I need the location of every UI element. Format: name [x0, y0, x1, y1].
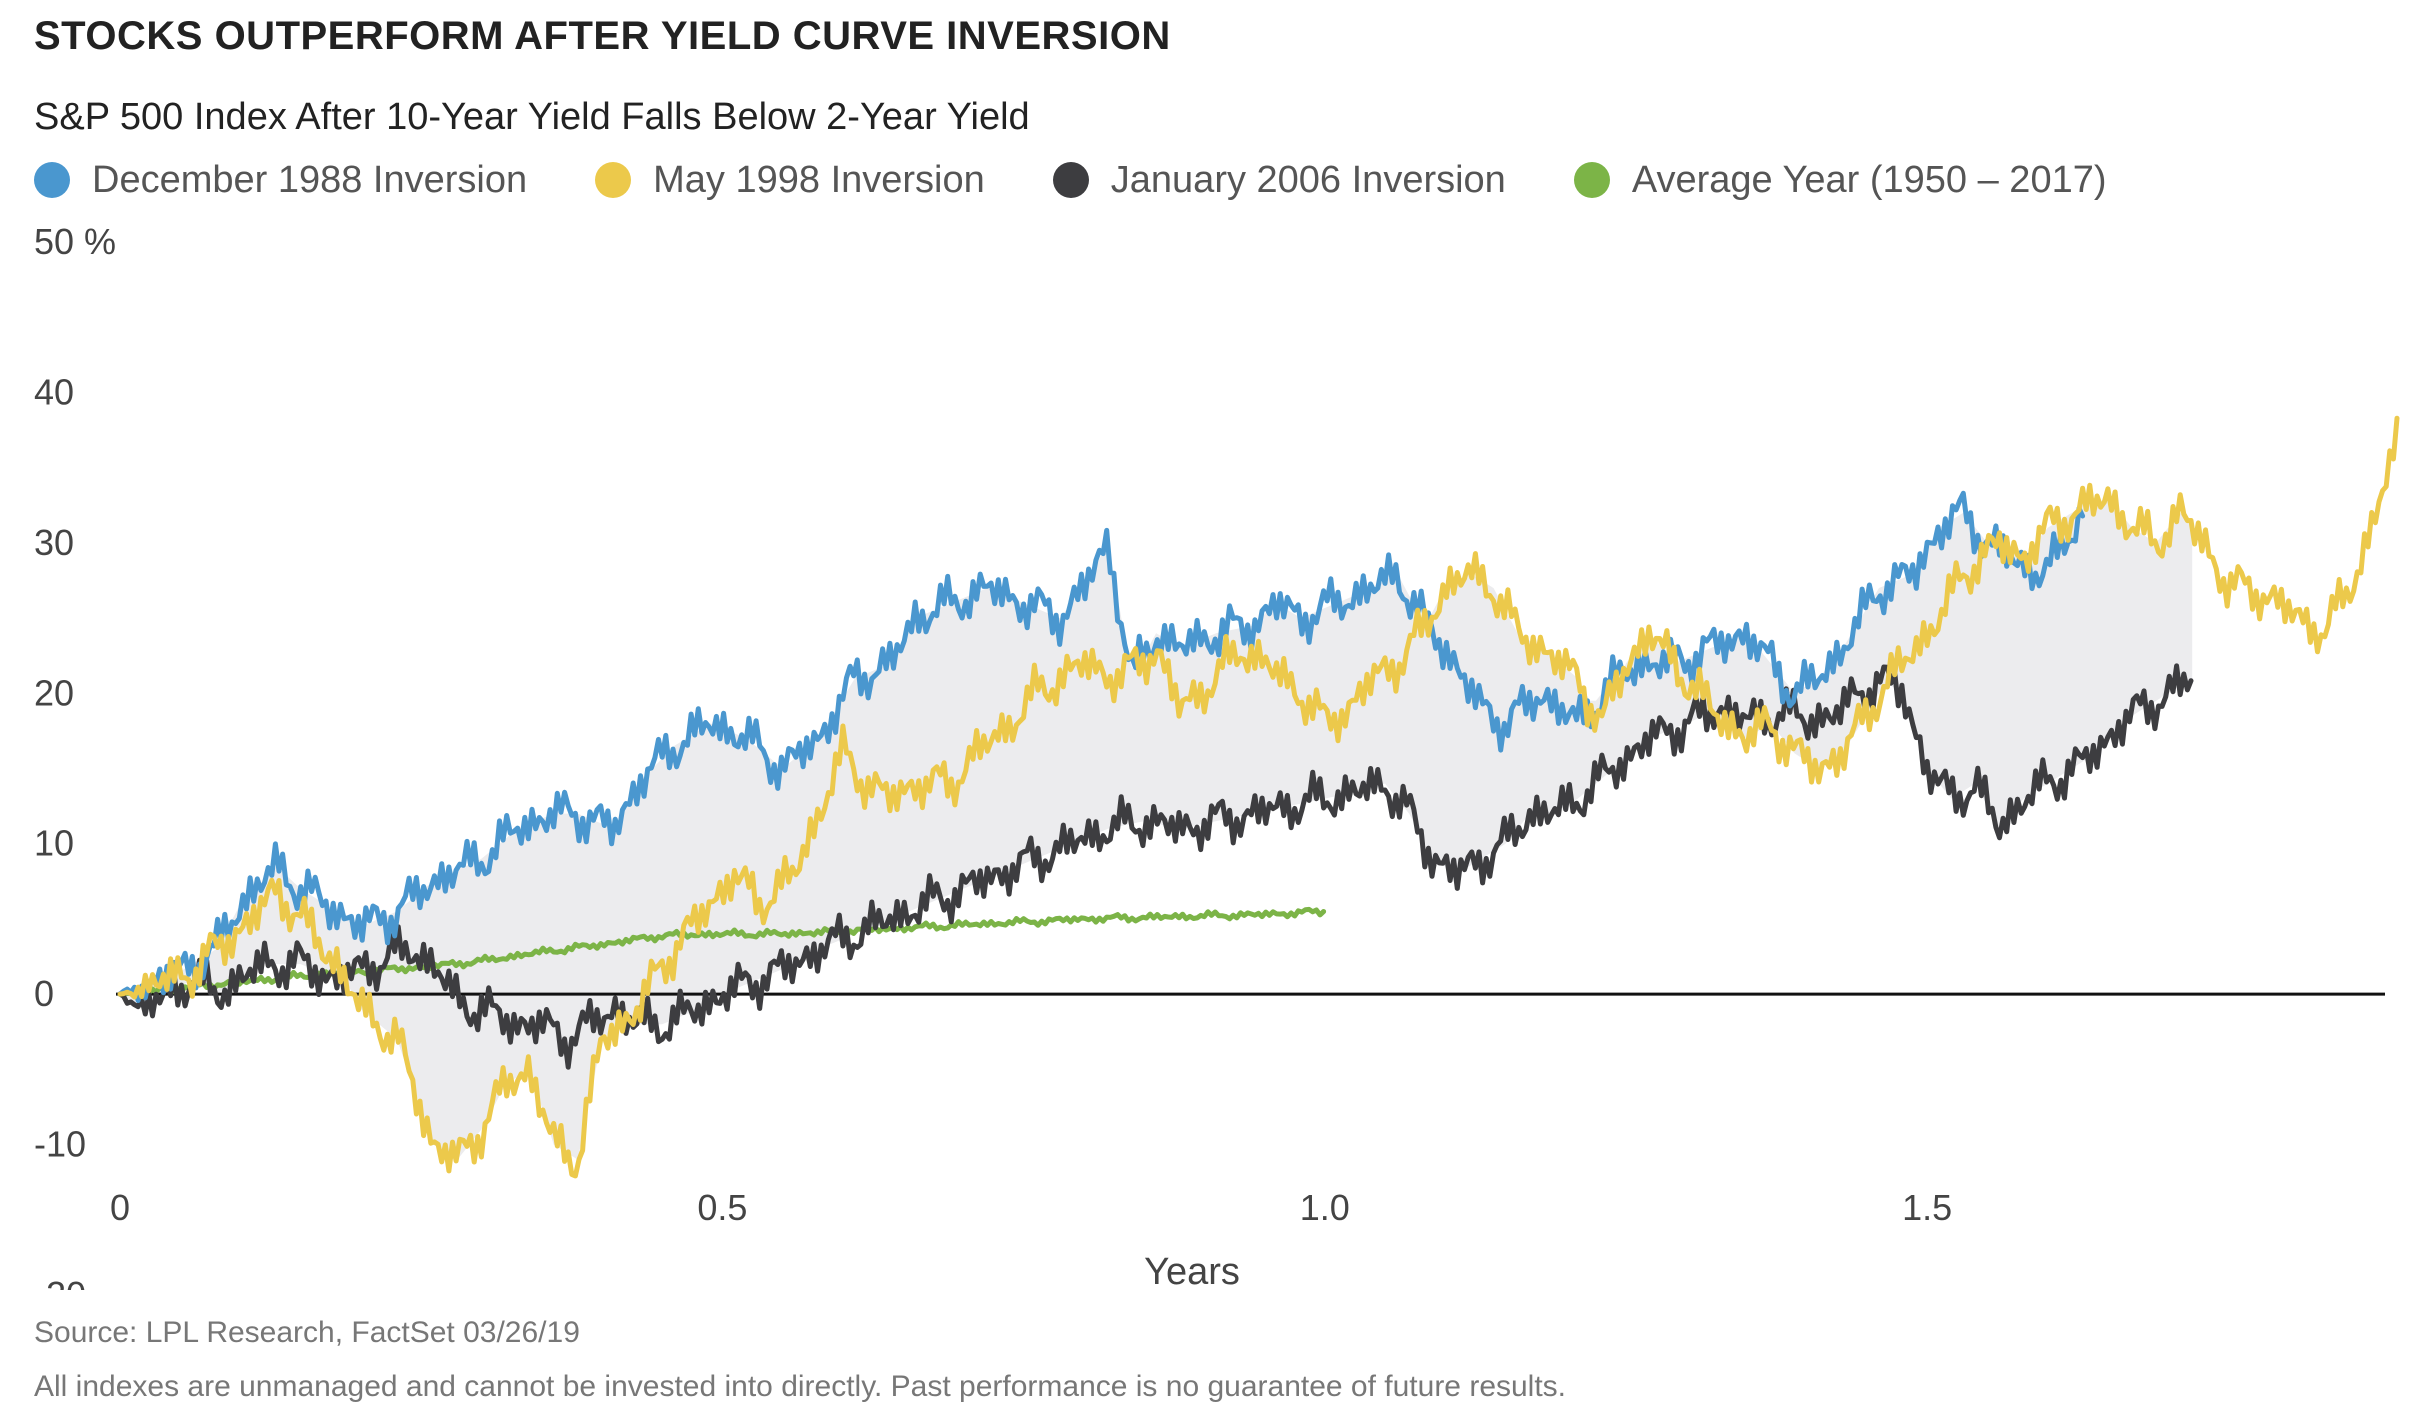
legend-swatch-average-year: [1573, 162, 1610, 198]
y-tick-label: -20: [34, 1274, 86, 1290]
legend-label-jan-2006: January 2006 Inversion: [1110, 158, 1506, 201]
y-tick-label: 50 %: [34, 221, 116, 262]
legend-label-dec-1988: December 1988 Inversion: [92, 158, 528, 201]
legend-label-may-1998: May 1998 Inversion: [653, 158, 985, 201]
chart-title: STOCKS OUTPERFORM AFTER YIELD CURVE INVE…: [34, 14, 1171, 58]
legend: December 1988 Inversion May 1998 Inversi…: [34, 152, 2175, 208]
y-tick-label: -10: [34, 1124, 86, 1165]
y-tick-label: 30: [34, 522, 74, 563]
legend-item-jan-2006: January 2006 Inversion: [1052, 158, 1506, 202]
x-tick-label: 0.5: [697, 1187, 747, 1228]
y-tick-label: 0: [34, 973, 54, 1014]
x-axis-label: Years: [1144, 1251, 1240, 1290]
legend-item-dec-1988: December 1988 Inversion: [34, 159, 527, 202]
legend-swatch-dec-1988: [34, 162, 70, 198]
axes: 50 % 40 30 20 10 0 -10 -20 0 0.5 1.0 1.5 Years: [34, 221, 2385, 1290]
x-tick-label: 1.0: [1300, 1187, 1350, 1228]
legend-swatch-may-1998: [595, 162, 632, 198]
series-lines: [117, 415, 2400, 1179]
series-line-january-2006-inversion: [117, 663, 2194, 1070]
disclaimer-note: All indexes are unmanaged and cannot be …: [34, 1370, 1567, 1403]
x-tick-label: 0: [110, 1187, 130, 1228]
x-tick-label: 1.5: [1902, 1187, 1952, 1228]
y-tick-label: 10: [34, 823, 74, 864]
line-chart: 50 % 40 30 20 10 0 -10 -20 0 0.5 1.0 1.5 Years: [34, 221, 2400, 1290]
legend-item-may-1998: May 1998 Inversion: [595, 159, 985, 202]
series-line-may-1998-inversion: [117, 415, 2400, 1179]
y-tick-label: 40: [34, 371, 74, 412]
source-note: Source: LPL Research, FactSet 03/26/19: [34, 1316, 580, 1349]
chart-subtitle: S&P 500 Index After 10-Year Yield Falls …: [34, 96, 1030, 138]
legend-label-average-year: Average Year (1950 – 2017): [1631, 158, 2107, 201]
y-tick-label: 20: [34, 672, 74, 713]
series-line-december-1988-inversion: [117, 490, 2086, 1003]
legend-swatch-jan-2006: [1052, 162, 1089, 198]
legend-item-average-year: Average Year (1950 – 2017): [1573, 158, 2107, 202]
